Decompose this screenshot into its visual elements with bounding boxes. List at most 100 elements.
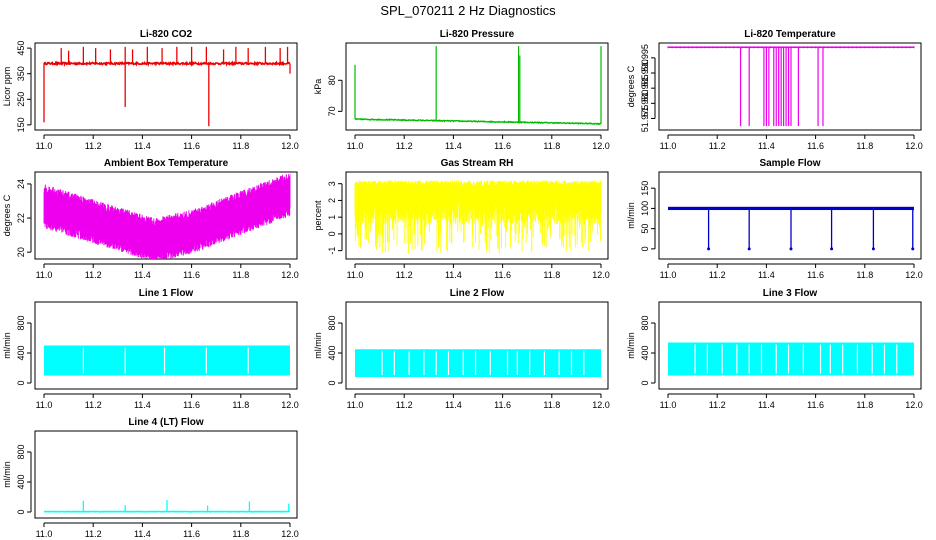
panel-line4: Line 4 (LT) Flow ml/min 11.0 11.2 11.4 11.6 11… xyxy=(2,417,299,539)
y-tick-label: 2 xyxy=(327,198,337,203)
series-band xyxy=(668,342,914,376)
panel-title: Gas Stream RH xyxy=(441,158,514,169)
x-tick-label: 11.2 xyxy=(709,270,726,280)
x-tick-label: 11.4 xyxy=(445,400,462,410)
x-tick-label: 11.6 xyxy=(494,270,511,280)
y-tick-label: 800 xyxy=(327,315,337,330)
y-tick-label: 51.995 xyxy=(640,44,650,72)
y-tick-label: 150 xyxy=(16,117,26,132)
x-tick-label: 12.0 xyxy=(905,141,923,151)
y-tick-label: 800 xyxy=(640,315,650,330)
x-tick-label: 11.8 xyxy=(543,270,560,280)
data-point xyxy=(789,247,793,251)
panel-line3: Line 3 Flow ml/min 11.0 11.2 11.4 11.6 11.8 12.… xyxy=(626,288,923,410)
plot-frame xyxy=(34,301,298,390)
x-tick-label: 11.6 xyxy=(183,141,200,151)
y-axis-label: ml/min xyxy=(2,461,12,488)
panel-sample: Sample Flow ml/min 11.0 11.2 11.4 11.6 11.8 12.… xyxy=(626,158,923,280)
plot-frame xyxy=(658,171,922,260)
panel-title: Li-820 Pressure xyxy=(440,29,515,40)
x-tick-label: 11.2 xyxy=(396,141,413,151)
x-tick-label: 11.2 xyxy=(709,400,726,410)
y-axis-label: percent xyxy=(313,200,323,231)
x-tick-label: 11.6 xyxy=(183,400,200,410)
x-tick-label: 11.8 xyxy=(856,270,873,280)
y-tick-label: 0 xyxy=(16,509,26,514)
y-tick-label: 1 xyxy=(327,215,337,220)
y-axis-label: degrees C xyxy=(2,194,12,236)
x-tick-label: 11.4 xyxy=(134,141,151,151)
x-tick-label: 11.0 xyxy=(36,141,53,151)
panel-title: Ambient Box Temperature xyxy=(104,158,229,169)
x-tick-label: 11.8 xyxy=(856,400,873,410)
x-tick-label: 11.4 xyxy=(758,400,775,410)
panel-title: Sample Flow xyxy=(759,158,820,169)
figure-title: SPL_070211 2 Hz Diagnostics xyxy=(380,3,556,18)
y-axis-label: ml/min xyxy=(626,332,636,359)
panel-title: Line 2 Flow xyxy=(450,288,505,299)
y-tick-label: 50 xyxy=(640,224,650,234)
plot-frame xyxy=(34,42,298,131)
y-tick-label: 400 xyxy=(640,345,650,360)
plot-frame xyxy=(345,301,609,390)
plot-frame xyxy=(658,301,922,390)
y-tick-label: 400 xyxy=(16,474,26,489)
x-tick-label: 11.0 xyxy=(660,270,677,280)
plot-frame xyxy=(345,171,609,260)
plot-frame xyxy=(34,430,298,519)
x-tick-label: 11.2 xyxy=(709,141,726,151)
x-tick-label: 11.6 xyxy=(807,270,824,280)
y-tick-label: 400 xyxy=(16,345,26,360)
y-tick-label: 350 xyxy=(16,66,26,81)
y-tick-label: 80 xyxy=(327,75,337,85)
x-tick-label: 11.4 xyxy=(134,529,151,539)
y-tick-label: -1 xyxy=(327,247,337,255)
data-point xyxy=(830,247,834,251)
x-tick-label: 11.8 xyxy=(232,529,249,539)
x-tick-label: 11.4 xyxy=(134,270,151,280)
x-tick-label: 11.0 xyxy=(36,529,53,539)
panel-title: Line 3 Flow xyxy=(763,288,818,299)
x-tick-label: 11.2 xyxy=(85,141,102,151)
y-tick-label: 51.980 xyxy=(640,90,650,118)
x-tick-label: 11.4 xyxy=(445,270,462,280)
x-tick-label: 12.0 xyxy=(592,270,610,280)
y-axis-label: ml/min xyxy=(2,332,12,359)
y-tick-label: 0 xyxy=(327,231,337,236)
y-tick-label: 800 xyxy=(16,315,26,330)
x-tick-label: 11.2 xyxy=(396,400,413,410)
panel-line1: Line 1 Flow ml/min 11.0 11.2 11.4 11.6 11.8 12.… xyxy=(2,288,299,410)
y-tick-label: 51.985 xyxy=(640,74,650,102)
x-tick-label: 11.6 xyxy=(494,400,511,410)
y-axis-label: ml/min xyxy=(626,202,636,229)
y-tick-label: 51.975 xyxy=(640,105,650,133)
y-tick-label: 51.990 xyxy=(640,59,650,87)
y-tick-label: 0 xyxy=(16,380,26,385)
panel-pressure: Li-820 Pressure kPa 11.0 11.2 11.4 11.6 11.8 12… xyxy=(313,29,610,151)
x-tick-label: 11.0 xyxy=(347,141,364,151)
x-tick-label: 11.0 xyxy=(347,270,364,280)
x-tick-label: 12.0 xyxy=(592,400,610,410)
x-tick-label: 12.0 xyxy=(281,529,299,539)
y-tick-label: 22 xyxy=(16,213,26,223)
x-tick-label: 11.8 xyxy=(232,270,249,280)
x-tick-label: 11.6 xyxy=(807,400,824,410)
y-tick-label: 0 xyxy=(327,380,337,385)
x-tick-label: 11.8 xyxy=(232,400,249,410)
y-tick-label: 800 xyxy=(16,444,26,459)
x-tick-label: 11.2 xyxy=(396,270,413,280)
x-tick-label: 12.0 xyxy=(592,141,610,151)
x-tick-label: 12.0 xyxy=(281,400,299,410)
data-point xyxy=(911,247,915,251)
x-tick-label: 12.0 xyxy=(281,141,299,151)
x-tick-label: 11.0 xyxy=(660,400,677,410)
y-tick-label: 3 xyxy=(327,181,337,186)
y-tick-label: 24 xyxy=(16,179,26,189)
y-tick-label: 400 xyxy=(327,345,337,360)
y-tick-label: 70 xyxy=(327,106,337,116)
panel-temperature: Li-820 Temperature degrees C 11.0 11.2 11.4 1… xyxy=(626,29,923,151)
y-axis-label: kPa xyxy=(313,79,323,95)
x-tick-label: 11.4 xyxy=(134,400,151,410)
y-tick-label: 100 xyxy=(640,201,650,216)
y-tick-label: 450 xyxy=(16,41,26,56)
